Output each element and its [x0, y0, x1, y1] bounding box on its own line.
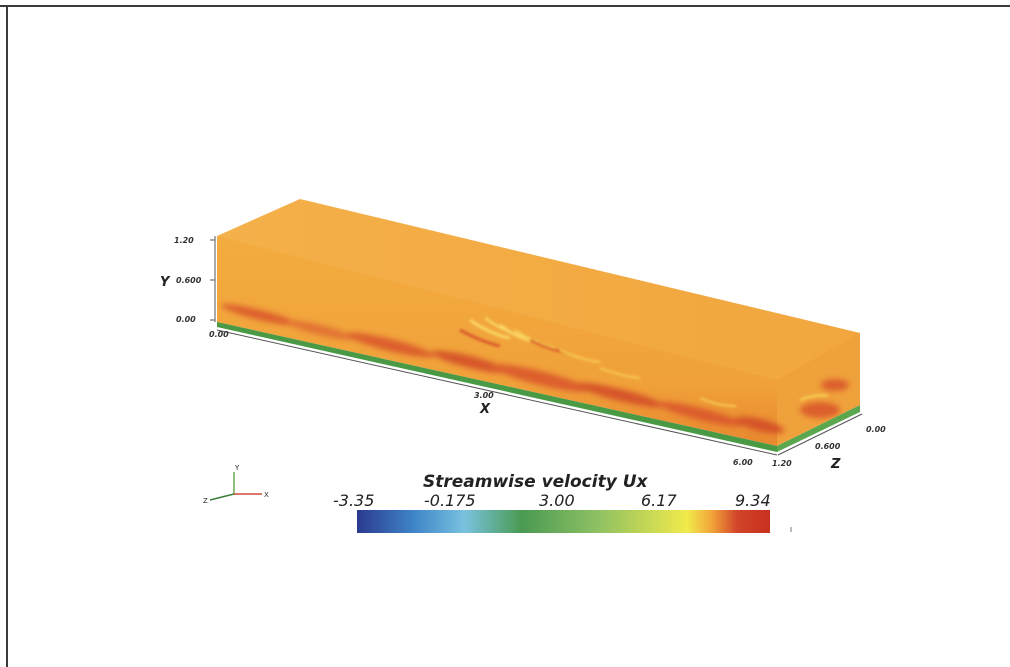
y-axis-label: Y: [160, 275, 171, 290]
triad-y-label: Y: [234, 464, 240, 472]
wall-layer-end: [777, 405, 860, 452]
orientation-triad: Y X Z: [203, 464, 269, 505]
high-speed-streaks: [459, 316, 829, 407]
colorbar-label: 6.17: [641, 491, 677, 510]
z-tick-label: 0.00: [866, 425, 886, 434]
y-axis: 1.20 0.600 0.00 Y: [160, 236, 216, 324]
velocity-field-box[interactable]: [217, 199, 860, 452]
colorbar-gradient: [357, 510, 770, 533]
y-tick-label: 0.00: [176, 315, 196, 324]
colorbar-label: -0.175: [424, 491, 476, 510]
z-tick-label: 0.600: [815, 442, 841, 451]
frame-border-left: [6, 5, 8, 667]
triad-z-label: Z: [203, 497, 208, 505]
wall-layer: [217, 322, 777, 452]
colorbar-label: -3.35: [333, 491, 374, 510]
colorbar-legend: Streamwise velocity Ux -3.35 -0.175 3.00…: [333, 472, 792, 533]
z-tick-label: 1.20: [772, 459, 792, 468]
x-tick-label: 3.00: [474, 391, 494, 400]
turbulent-streaks: [221, 304, 849, 434]
frame-border-top: [0, 5, 1010, 7]
triad-x-label: X: [264, 491, 269, 499]
box-end-face: [777, 333, 860, 446]
x-axis-label: X: [479, 402, 491, 417]
x-axis: 0.00 3.00 6.00 X: [209, 329, 778, 467]
colorbar-title: Streamwise velocity Ux: [423, 472, 649, 492]
z-axis-label: Z: [830, 457, 841, 472]
z-axis: 0.00 0.600 1.20 Z: [772, 413, 886, 472]
x-tick-label: 0.00: [209, 330, 229, 339]
y-tick-label: 0.600: [176, 276, 202, 285]
y-tick-label: 1.20: [174, 236, 194, 245]
x-tick-label: 6.00: [733, 458, 753, 467]
colorbar-label: 3.00: [539, 491, 575, 510]
colorbar-label: 9.34: [735, 491, 771, 510]
